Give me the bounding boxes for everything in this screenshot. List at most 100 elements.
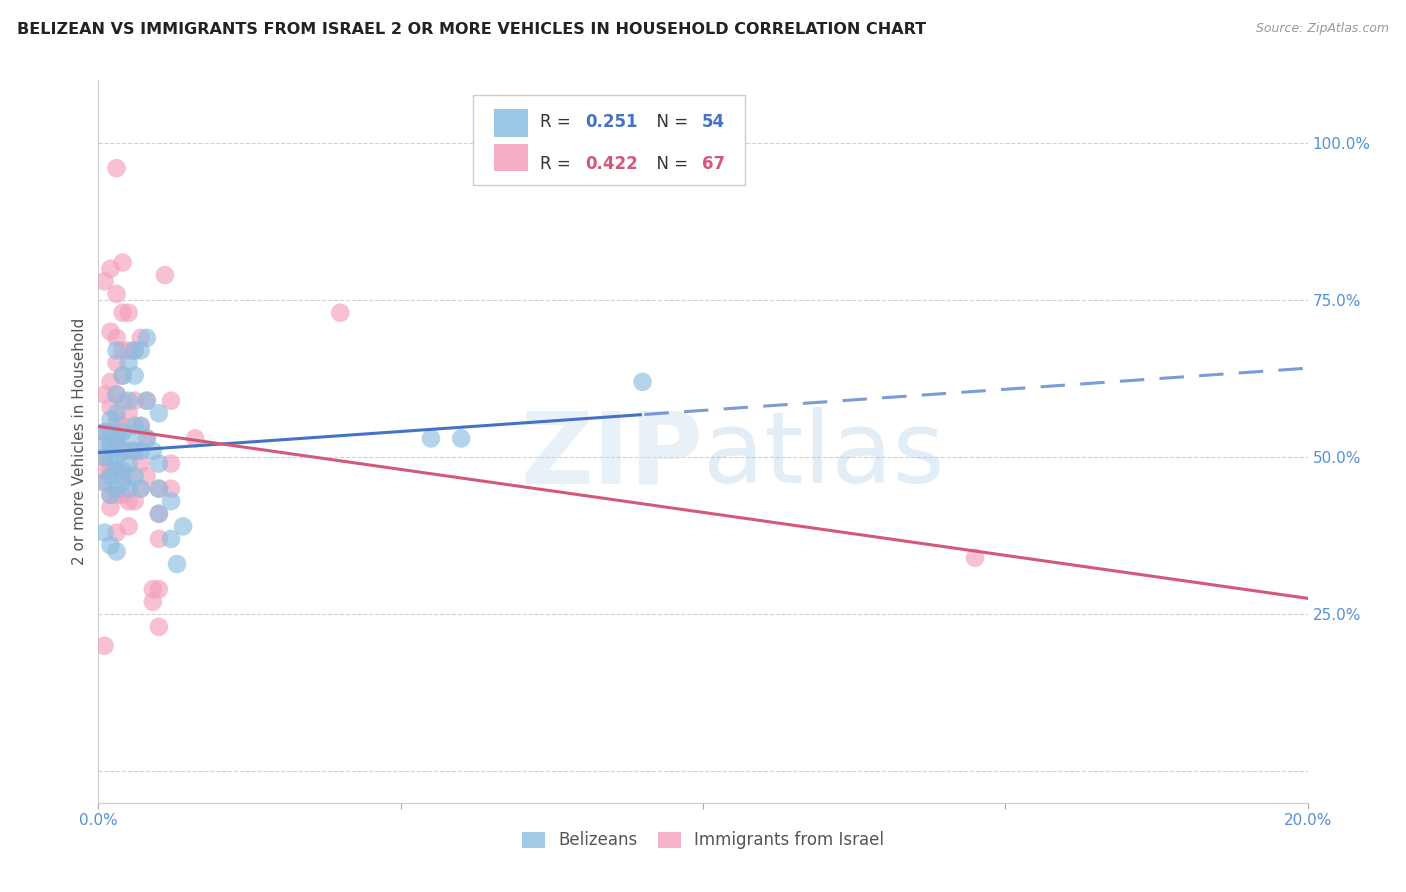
Text: 54: 54	[702, 112, 725, 131]
Point	[93, 450, 115, 465]
Point	[450, 431, 472, 445]
Point	[129, 343, 152, 358]
Point	[93, 387, 115, 401]
Point	[105, 463, 128, 477]
Point	[135, 431, 157, 445]
Point	[111, 425, 134, 439]
Point	[105, 331, 128, 345]
Point	[111, 306, 134, 320]
Point	[135, 393, 157, 408]
Point	[142, 444, 165, 458]
Point	[100, 325, 122, 339]
Point	[118, 457, 141, 471]
Point	[100, 438, 122, 452]
Text: 67: 67	[702, 154, 725, 173]
Text: atlas: atlas	[703, 408, 945, 505]
Point	[135, 393, 157, 408]
Point	[100, 500, 122, 515]
Point	[105, 286, 128, 301]
Point	[111, 475, 134, 490]
Point	[105, 412, 128, 426]
Point	[118, 306, 141, 320]
Point	[111, 393, 134, 408]
Point	[105, 438, 128, 452]
Point	[100, 261, 122, 276]
Point	[118, 494, 141, 508]
Point	[124, 494, 146, 508]
Point	[124, 418, 146, 433]
Point	[100, 400, 122, 414]
Point	[111, 343, 134, 358]
Point	[160, 393, 183, 408]
Point	[148, 507, 170, 521]
Point	[160, 482, 183, 496]
Bar	[494, 144, 527, 171]
Point	[111, 418, 134, 433]
Point	[105, 387, 128, 401]
Point	[129, 444, 152, 458]
Point	[93, 450, 115, 465]
Point	[105, 488, 128, 502]
Point	[153, 268, 176, 282]
Point	[124, 444, 146, 458]
Point	[118, 444, 141, 458]
Point	[124, 368, 146, 383]
Point	[135, 431, 157, 445]
Point	[93, 639, 115, 653]
Point	[93, 425, 115, 439]
Point	[93, 475, 115, 490]
Point	[142, 595, 165, 609]
Point	[118, 431, 141, 445]
Point	[111, 368, 134, 383]
Point	[148, 482, 170, 496]
Legend: Belizeans, Immigrants from Israel: Belizeans, Immigrants from Israel	[515, 824, 891, 856]
Text: Source: ZipAtlas.com: Source: ZipAtlas.com	[1256, 22, 1389, 36]
Point	[172, 519, 194, 533]
Point	[118, 393, 141, 408]
Point	[111, 463, 134, 477]
Point	[111, 444, 134, 458]
Text: N =: N =	[647, 154, 693, 173]
Point	[105, 525, 128, 540]
Point	[118, 356, 141, 370]
Text: R =: R =	[540, 112, 576, 131]
Point	[100, 450, 122, 465]
Point	[420, 431, 443, 445]
Point	[105, 387, 128, 401]
Point	[124, 393, 146, 408]
Point	[105, 431, 128, 445]
Point	[93, 274, 115, 288]
Point	[100, 375, 122, 389]
Point	[93, 525, 115, 540]
Point	[142, 582, 165, 597]
Point	[118, 343, 141, 358]
Point	[124, 469, 146, 483]
Point	[160, 457, 183, 471]
Point	[118, 469, 141, 483]
Point	[329, 306, 352, 320]
Point	[148, 582, 170, 597]
Point	[100, 438, 122, 452]
Point	[105, 161, 128, 176]
Text: 0.251: 0.251	[586, 112, 638, 131]
Point	[100, 425, 122, 439]
Point	[111, 469, 134, 483]
Point	[100, 469, 122, 483]
Point	[100, 538, 122, 552]
Point	[105, 544, 128, 558]
Point	[93, 438, 115, 452]
Point	[100, 412, 122, 426]
Point	[93, 475, 115, 490]
Point	[148, 620, 170, 634]
Point	[100, 488, 122, 502]
Point	[105, 463, 128, 477]
Point	[135, 331, 157, 345]
Point	[100, 463, 122, 477]
Point	[118, 482, 141, 496]
Point	[129, 457, 152, 471]
Point	[124, 343, 146, 358]
Point	[129, 482, 152, 496]
Point	[124, 444, 146, 458]
Text: 0.422: 0.422	[586, 154, 638, 173]
FancyBboxPatch shape	[474, 95, 745, 185]
